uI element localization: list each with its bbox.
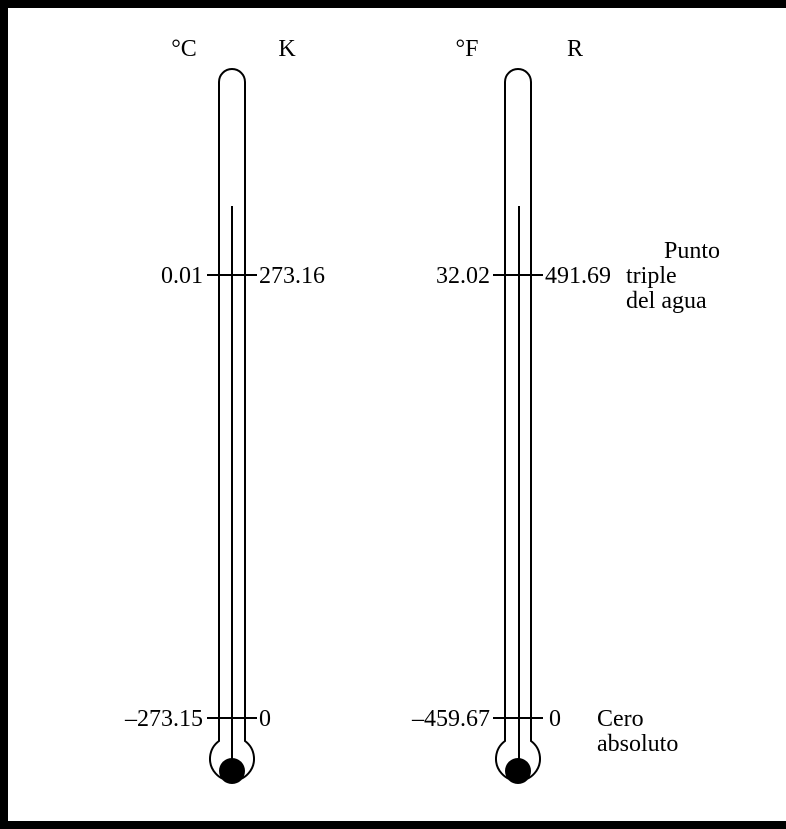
unit-fahrenheit-label: °F (456, 36, 479, 62)
triple-point-rankine-value: 491.69 (545, 263, 611, 289)
triple-point-fahrenheit-value: 32.02 (436, 263, 490, 289)
absolute-zero-annotation-line: Cero (597, 706, 644, 732)
thermometer-celsius-kelvin (207, 68, 257, 784)
thermometer-bulb-inner-left (219, 758, 245, 784)
triple-point-celsius-value: 0.01 (161, 263, 203, 289)
absolute-zero-annotation: Cero absoluto (597, 706, 678, 757)
thermometer-tube-left (209, 68, 255, 782)
unit-rankine-label: R (567, 36, 583, 62)
absolute-zero-celsius-value: –273.15 (124, 706, 203, 732)
triple-point-annotation-line: del agua (626, 288, 707, 314)
absolute-zero-rankine-value: 0 (549, 706, 561, 732)
absolute-zero-fahrenheit-value: –459.67 (411, 706, 490, 732)
absolute-zero-kelvin-value: 0 (259, 706, 271, 732)
thermometer-tube-right (495, 68, 541, 782)
thermometer-bulb-inner-right (505, 758, 531, 784)
triple-point-annotation-line: triple (626, 263, 677, 289)
thermometer-fahrenheit-rankine (493, 68, 543, 784)
unit-celsius-label: °C (171, 36, 197, 62)
unit-kelvin-label: K (278, 36, 296, 62)
triple-point-kelvin-value: 273.16 (259, 263, 325, 289)
triple-point-annotation-line: Punto (664, 238, 720, 264)
absolute-zero-annotation-line: absoluto (597, 731, 678, 757)
triple-point-annotation: Punto triple del agua (626, 238, 720, 314)
